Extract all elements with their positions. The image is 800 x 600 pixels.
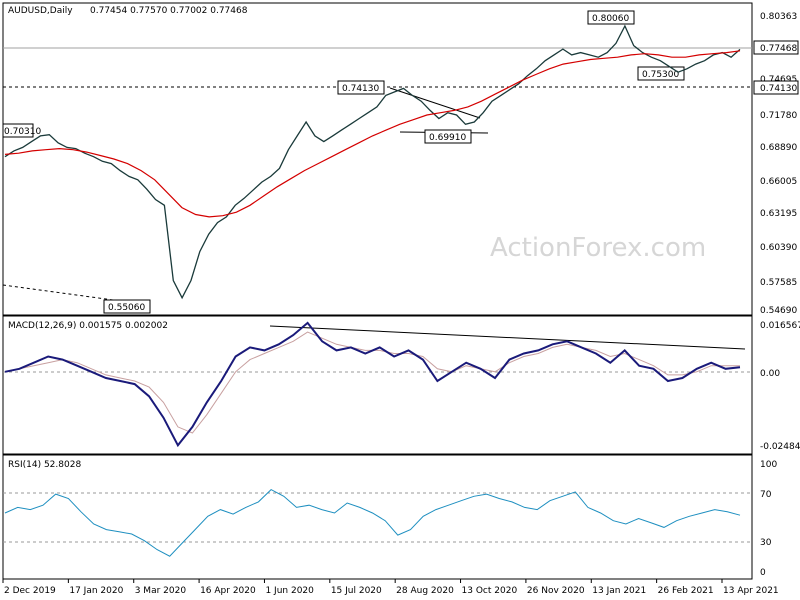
price-tick: 0.54690 [760,306,797,316]
rsi-tick: 30 [760,538,772,548]
x-tick-label: 13 Apr 2021 [723,586,779,596]
x-tick-label: 26 Nov 2020 [527,586,585,596]
annotation-high: 0.80060 [592,14,629,24]
wedge-upper-line [389,87,481,119]
annotation-aug-high: 0.74130 [342,84,379,94]
current-price-label: 0.77468 [760,44,797,54]
moving-average-line [4,50,741,218]
annotation-box [424,129,472,144]
rsi-label: RSI(14) 52.8028 [8,460,81,470]
x-tick-label: 3 Mar 2020 [135,586,187,596]
price-annotations: 0.80060 0.75300 0.74130 0.69910 0.70310 … [2,10,685,314]
price-tick: 0.66005 [760,177,797,187]
x-tick-label: 2 Dec 2019 [4,586,56,596]
price-tick: 0.68890 [760,143,797,153]
x-tick-label: 13 Oct 2020 [462,586,518,596]
x-tick-label: 17 Jan 2020 [69,586,123,596]
annotation-box [2,123,34,138]
annotation-low-feb: 0.75300 [642,70,679,80]
support-price-box [753,80,799,95]
annotation-box [587,10,635,25]
x-tick-label: 13 Jan 2021 [592,586,646,596]
price-tick: 0.60390 [760,243,797,253]
price-series-line [4,24,741,300]
macd-line [4,321,741,448]
price-panel-frame [2,2,753,316]
x-tick-label: 1 Jun 2020 [265,586,314,596]
x-tick-label: 26 Feb 2021 [658,586,714,596]
watermark: ActionForex.com [490,233,706,263]
price-tick: 0.63195 [760,209,797,219]
x-tick-label: 16 Apr 2020 [200,586,256,596]
annotation-box [337,80,385,95]
annotation-dec-high: 0.70310 [4,127,41,137]
x-tick-label: 15 Jul 2020 [331,586,382,596]
rsi-panel-frame [2,454,753,580]
macd-label: MACD(12,26,9) 0.001575 0.002002 [8,321,168,331]
rsi-tick: 0 [760,568,766,578]
current-price-box [753,40,799,55]
annotation-box [103,299,151,314]
x-tick-label: 28 Aug 2020 [396,586,454,596]
ohlc-readout: 0.77454 0.77570 0.77002 0.77468 [90,6,248,16]
macd-tick: 0.016567 [760,321,800,331]
rsi-tick: 70 [760,490,772,500]
price-tick: 0.80363 [760,12,797,22]
annotation-sep-low: 0.69910 [429,133,466,143]
annotation-mar-low: 0.55060 [108,303,145,313]
macd-y-axis: 0.016567 0.00 -0.02484 [760,321,800,452]
rsi-line [4,488,741,557]
support-price-label: 0.74130 [760,84,797,94]
annotation-box [637,66,685,81]
price-tick: 0.57585 [760,278,797,288]
macd-tick: 0.00 [760,369,780,379]
macd-trendline [269,325,746,350]
macd-tick: -0.02484 [760,442,800,452]
rsi-y-axis: 100 70 30 0 [760,460,777,578]
x-axis: 2 Dec 2019 17 Jan 2020 3 Mar 2020 16 Apr 20… [2,579,779,596]
macd-panel-frame [2,315,753,455]
trend-dashed-line [2,284,151,306]
price-tick: 0.71780 [760,111,797,121]
price-y-axis: 0.80363 0.74695 0.71780 0.68890 0.66005 … [753,12,799,316]
rsi-tick: 100 [760,460,777,470]
instrument-label: AUDUSD,Daily [8,6,73,16]
price-tick: 0.74695 [760,75,797,85]
